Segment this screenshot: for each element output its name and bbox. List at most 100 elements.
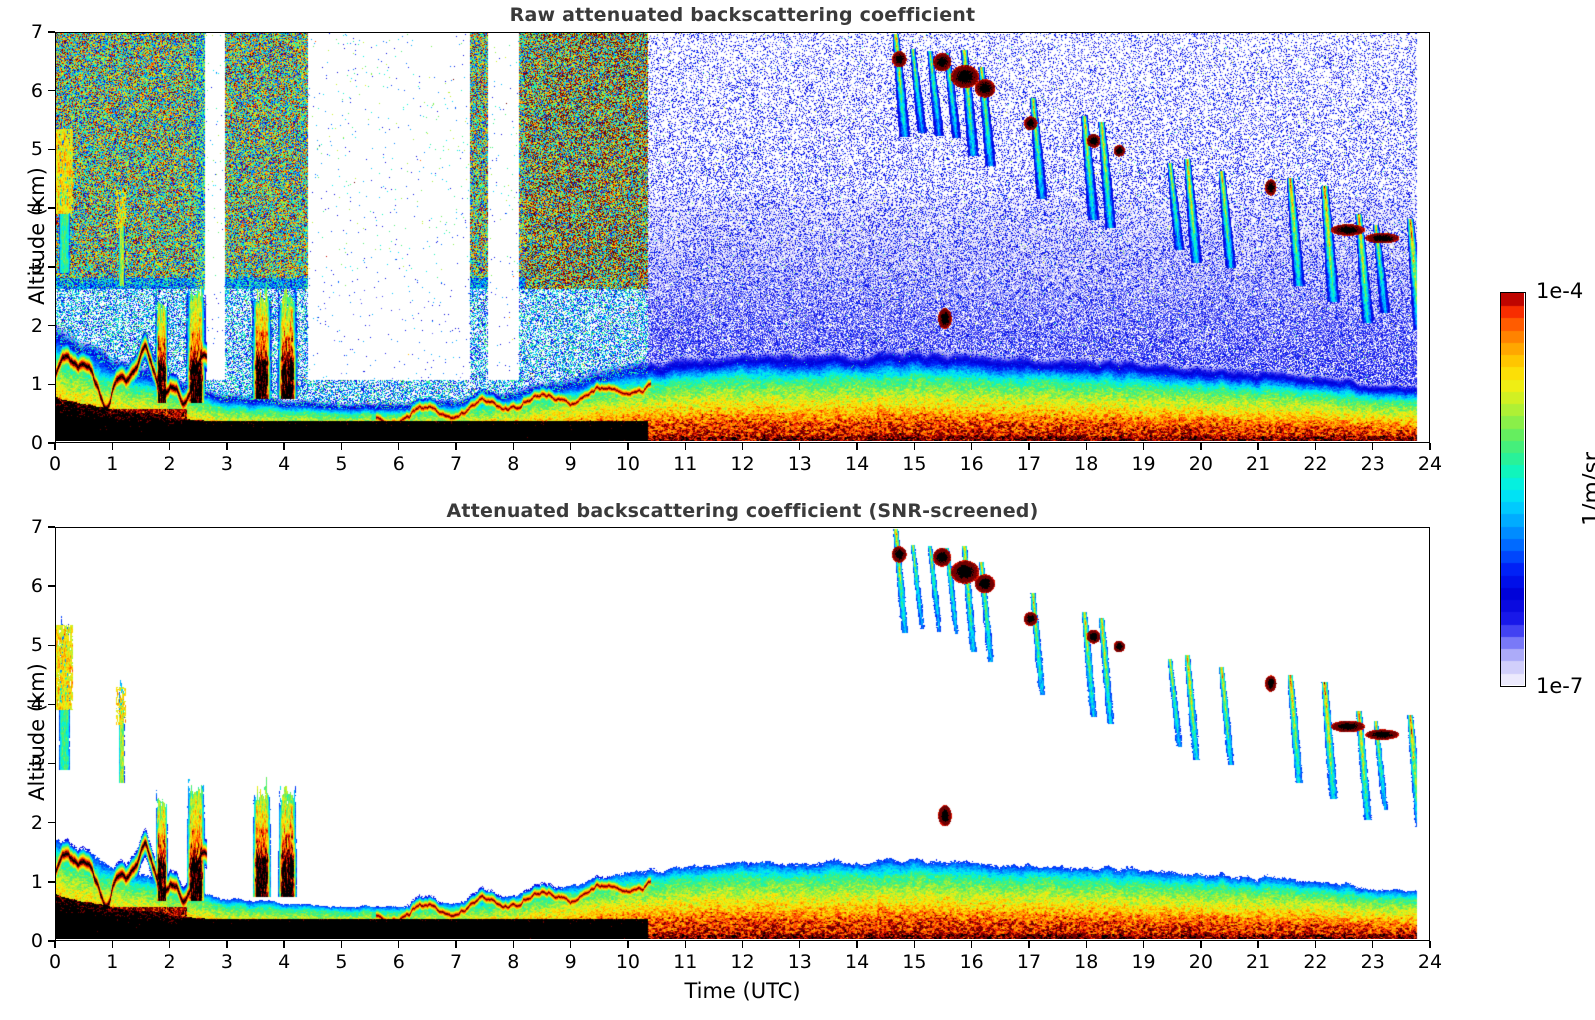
y-tick (48, 383, 55, 385)
x-tick-label: 14 (844, 951, 870, 973)
x-tick-label: 11 (673, 951, 698, 973)
x-tick-label: 1 (106, 453, 119, 475)
x-tick (111, 443, 113, 450)
x-tick-label: 21 (1246, 453, 1271, 475)
x-tick-label: 9 (564, 453, 577, 475)
y-tick-label: 1 (30, 870, 43, 893)
x-tick-label: 15 (902, 453, 927, 475)
y-tick (48, 207, 55, 209)
x-tick (1028, 941, 1030, 948)
x-tick (856, 941, 858, 948)
x-tick-label: 6 (392, 951, 405, 973)
x-tick (741, 941, 744, 948)
x-tick-label: 13 (787, 951, 812, 973)
x-tick (1085, 941, 1087, 948)
y-tick-label: 1 (30, 373, 43, 396)
x-tick (512, 941, 515, 948)
x-tick (226, 443, 228, 450)
panel-title-screened: Attenuated backscattering coefficient (S… (446, 500, 1039, 522)
y-tick-label: 3 (30, 255, 43, 278)
x-tick (1028, 443, 1030, 450)
x-tick-label: 3 (220, 951, 233, 973)
x-tick (455, 443, 457, 450)
colorbar-min-label: 1e-7 (1536, 674, 1584, 698)
panel-title-raw: Raw attenuated backscattering coefficien… (509, 4, 976, 26)
x-tick (569, 941, 572, 948)
x-tick-label: 18 (1074, 453, 1099, 475)
x-axis-label-time: Time (UTC) (684, 979, 801, 1003)
x-tick-label: 9 (564, 951, 577, 973)
x-tick (111, 941, 113, 948)
x-tick-label: 0 (48, 951, 62, 973)
x-tick (913, 443, 916, 450)
x-tick-label: 14 (844, 453, 870, 475)
x-tick-label: 22 (1303, 951, 1328, 973)
x-tick (1085, 443, 1087, 450)
x-tick (799, 443, 801, 450)
y-tick (48, 585, 55, 587)
x-tick (455, 941, 457, 948)
y-tick (48, 703, 55, 706)
y-tick-label: 6 (30, 575, 43, 598)
x-tick-label: 17 (1016, 951, 1042, 973)
x-tick-label: 4 (278, 951, 291, 973)
x-tick (627, 941, 629, 948)
x-tick (627, 443, 629, 450)
x-tick-label: 7 (449, 951, 463, 973)
x-tick-label: 16 (959, 951, 984, 973)
x-tick (398, 443, 400, 450)
x-tick-label: 3 (220, 453, 233, 475)
x-tick (283, 443, 285, 450)
x-tick-label: 0 (48, 453, 62, 475)
x-tick (1372, 941, 1374, 948)
x-tick (569, 443, 572, 450)
x-tick-label: 20 (1188, 951, 1213, 973)
y-tick-label: 7 (30, 516, 43, 538)
y-tick (48, 644, 55, 646)
x-tick-label: 21 (1246, 951, 1271, 973)
x-tick-label: 12 (730, 951, 755, 973)
x-tick (340, 443, 343, 450)
plot-area-screened[interactable] (55, 527, 1430, 941)
x-tick (512, 443, 515, 450)
x-tick (1314, 443, 1317, 450)
x-tick (1429, 941, 1431, 948)
x-tick (913, 941, 916, 948)
x-tick (684, 443, 686, 450)
plot-area-raw[interactable] (55, 32, 1430, 443)
x-tick (54, 941, 56, 948)
x-tick (1200, 941, 1202, 948)
x-tick (340, 941, 343, 948)
colorbar-unit-label: 1/m/sr (1579, 451, 1595, 526)
y-tick (48, 324, 55, 327)
x-tick-label: 19 (1131, 453, 1156, 475)
y-axis-label-screened: Altitude (km) (25, 663, 49, 801)
x-tick (1429, 443, 1431, 450)
x-tick (168, 941, 171, 948)
x-tick-label: 16 (959, 453, 984, 475)
y-tick-label: 5 (30, 634, 43, 657)
x-tick (1372, 443, 1374, 450)
x-tick-label: 20 (1188, 453, 1213, 475)
y-tick-label: 6 (30, 79, 43, 102)
x-tick (684, 941, 686, 948)
x-tick-label: 8 (507, 951, 520, 973)
x-tick-label: 24 (1417, 951, 1443, 973)
colorbar-max-label: 1e-4 (1536, 279, 1584, 303)
y-tick (48, 762, 55, 765)
y-tick (48, 526, 55, 528)
x-tick-label: 24 (1417, 453, 1443, 475)
x-tick-label: 1 (106, 951, 119, 973)
y-tick-label: 3 (30, 752, 43, 775)
y-tick (48, 940, 55, 942)
x-tick (856, 443, 858, 450)
y-tick-label: 4 (30, 197, 43, 220)
x-tick-label: 10 (615, 951, 640, 973)
x-tick (283, 941, 285, 948)
y-tick (48, 266, 55, 268)
x-tick-label: 2 (163, 951, 176, 973)
x-tick-label: 12 (730, 453, 755, 475)
x-tick (741, 443, 744, 450)
x-tick-label: 7 (449, 453, 463, 475)
